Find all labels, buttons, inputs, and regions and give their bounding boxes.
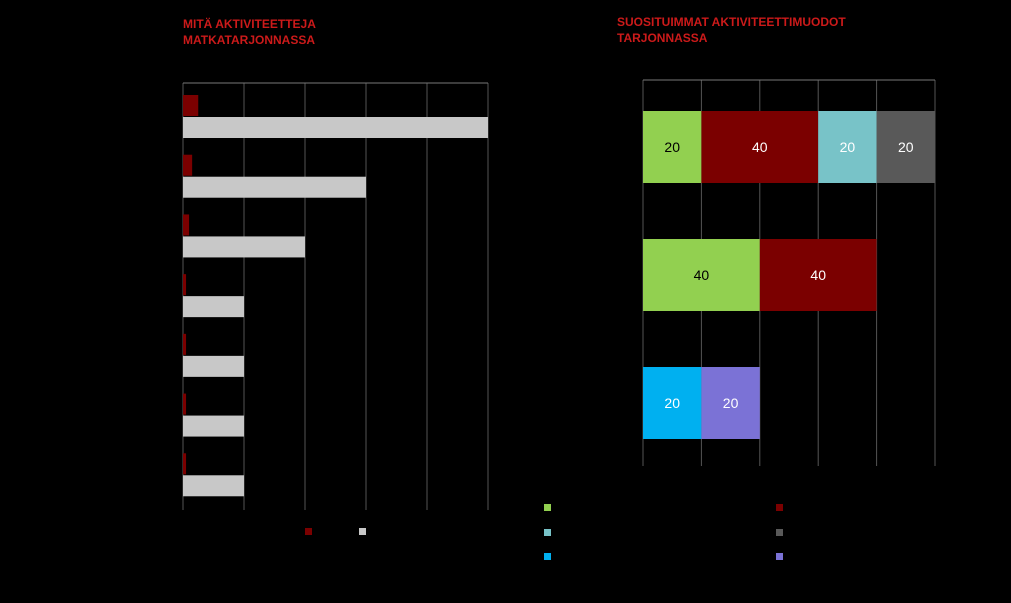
- right-chart-title: SUOSITUIMMAT AKTIVITEETTIMUODOT TARJONNA…: [617, 15, 846, 45]
- stacked-segment-2: [701, 111, 819, 183]
- stacked-segment-6: [701, 367, 760, 439]
- stacked-segment-5: [643, 367, 702, 439]
- segment-data-label: 40: [694, 267, 710, 283]
- segment-data-label: 20: [840, 139, 856, 155]
- bar-series-1: [183, 453, 187, 475]
- segment-data-label: 20: [898, 139, 914, 155]
- bar-series-2: [183, 117, 488, 138]
- bar-series-2: [183, 176, 366, 198]
- legend-marker-1: [544, 504, 551, 511]
- bar-series-1: [183, 95, 199, 116]
- stacked-segment-3: [818, 111, 877, 183]
- bar-series-1: [183, 333, 187, 355]
- stacked-segment-4: [876, 111, 935, 183]
- legend-marker-2: [776, 504, 783, 511]
- segment-data-label: 40: [810, 267, 826, 283]
- bar-series-2: [183, 296, 244, 318]
- legend-marker-3: [544, 529, 551, 536]
- bar-series-2: [183, 236, 305, 258]
- legend-marker-4: [776, 529, 783, 536]
- legend-marker-5: [544, 553, 551, 560]
- legend-marker-6: [776, 553, 783, 560]
- bar-series-1: [183, 274, 187, 296]
- stacked-segment-2: [759, 239, 877, 311]
- segment-data-label: 20: [664, 395, 680, 411]
- stacked-segment-1: [643, 111, 702, 183]
- bar-series-1: [183, 154, 193, 176]
- bar-series-2: [183, 355, 244, 377]
- stacked-segment-1: [643, 239, 760, 311]
- segment-data-label: 20: [664, 139, 680, 155]
- legend-marker-series-1: [305, 528, 312, 535]
- segment-data-label: 40: [752, 139, 768, 155]
- left-chart-title: MITÄ AKTIVITEETTEJA MATKATARJONNASSA: [183, 17, 316, 47]
- legend-marker-series-2: [359, 528, 366, 535]
- bar-series-1: [183, 393, 187, 415]
- bar-series-2: [183, 475, 244, 497]
- bar-series-2: [183, 415, 244, 437]
- bar-series-1: [183, 214, 190, 236]
- segment-data-label: 20: [723, 395, 739, 411]
